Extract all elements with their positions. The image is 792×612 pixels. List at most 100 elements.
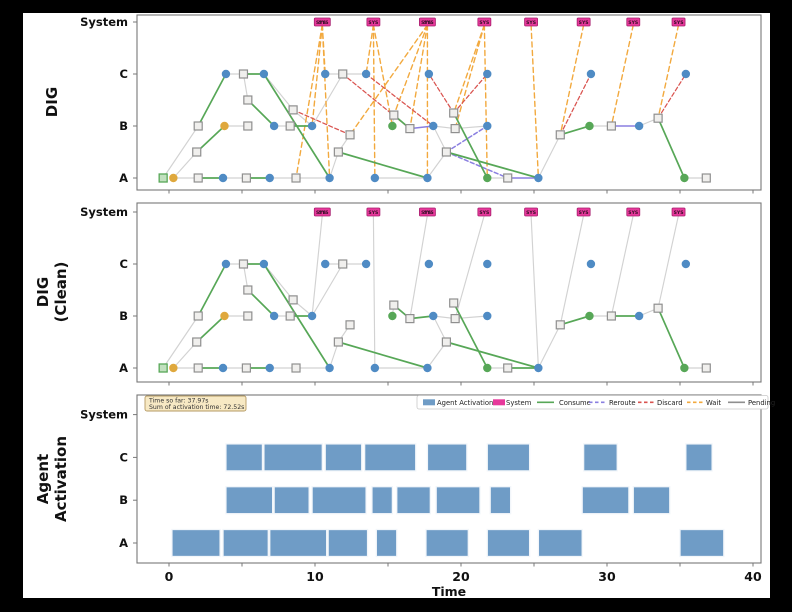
sys-marker-label: SYS: [526, 20, 536, 26]
wait-edge: [409, 24, 429, 130]
consume-edge: [657, 117, 686, 179]
queued-message-node: [450, 123, 460, 134]
message-node: [424, 69, 434, 79]
message-node: [429, 121, 438, 131]
consume-edge: [337, 341, 429, 369]
start-message-node: [158, 173, 168, 183]
queued-message-node: [192, 337, 202, 347]
discard-edge: [428, 73, 455, 114]
legend-label-1: System: [506, 399, 532, 407]
pending-edge: [311, 263, 344, 317]
agent-bar-b: [632, 486, 671, 515]
discard-edge: [292, 109, 351, 136]
queued-message-node: [238, 69, 249, 79]
pending-edge: [409, 214, 428, 320]
queued-message-node: [449, 108, 459, 118]
plot-title: Agent: [34, 454, 52, 504]
message-node: [681, 69, 691, 79]
annotation-background: [144, 395, 247, 412]
agent-bar-a: [375, 528, 398, 558]
agent-bar-b: [489, 486, 512, 515]
queued-message-node: [291, 363, 301, 373]
wait-edge: [453, 24, 486, 114]
agent-activation-plot: A B C System Agent Activation 0 10 20 30 40 Time Tim…: [34, 394, 775, 599]
row-label-c: C: [120, 67, 128, 81]
message-node: [634, 311, 644, 321]
queued-message-node: [338, 259, 348, 269]
reroute-edge: [445, 151, 509, 179]
sys-event-marker: [524, 207, 538, 217]
wait-edge: [454, 24, 486, 130]
consumed-node: [483, 363, 492, 373]
agent-bar-b: [273, 486, 310, 515]
sys-event-marker: [477, 207, 492, 217]
message-node: [218, 173, 228, 183]
sys-event-marker: [671, 207, 686, 217]
sys-marker-label: SYS: [319, 20, 329, 26]
queued-message-node: [389, 300, 399, 310]
consume-edge: [452, 112, 489, 179]
row-label-system: System: [80, 408, 128, 422]
discard-edge: [453, 73, 488, 114]
consume-edge: [559, 125, 591, 136]
consumed-node: [483, 173, 492, 183]
agent-bar-c: [263, 443, 323, 472]
x-tick-label: 20: [452, 569, 470, 584]
x-tick-label: 10: [306, 569, 324, 584]
queued-message-node: [345, 320, 355, 330]
agent-bar-b: [225, 486, 274, 515]
wait-edge: [321, 24, 326, 75]
message-node: [269, 311, 279, 321]
message-node: [586, 259, 596, 269]
plot-box: [136, 14, 762, 191]
sys-event-marker: [366, 207, 381, 217]
message-node: [681, 259, 691, 269]
consume-edge: [452, 302, 489, 369]
discard-edge: [559, 73, 592, 136]
pending-edge: [657, 214, 680, 309]
legend-label-0: Agent Activation: [437, 399, 493, 407]
consume-edge: [559, 315, 591, 326]
pending-edge: [530, 214, 539, 369]
message-node: [483, 311, 492, 321]
queued-message-node: [555, 130, 565, 140]
queued-message-node: [193, 173, 203, 183]
message-node: [307, 121, 317, 131]
pending-edge: [372, 214, 376, 369]
sys-event-marker: [313, 207, 331, 217]
queued-message-node: [653, 303, 663, 313]
queued-message-node: [345, 130, 355, 140]
row-label-b: B: [119, 119, 128, 133]
wait-edge: [295, 24, 323, 179]
sys-marker-label: SYS: [368, 210, 378, 216]
queued-message-node: [285, 121, 295, 131]
queued-message-node: [238, 259, 249, 269]
dig-clean-plot: A B C System DIG (Clean) SYS SYS SYS SYS SYS SYS SYS…: [34, 202, 762, 386]
pending-edge: [162, 125, 199, 179]
sys-event-marker: [419, 17, 436, 27]
queued-message-node: [338, 69, 348, 79]
message-node: [586, 69, 596, 79]
sys-marker-label: SYS: [368, 20, 378, 26]
message-node: [269, 121, 279, 131]
sys-marker-label: SYS: [674, 20, 684, 26]
legend: Agent Activation System Consume Reroute Disc…: [416, 395, 775, 410]
pending-edge: [454, 125, 488, 130]
message-node: [321, 259, 330, 269]
message-node: [307, 311, 317, 321]
dig-nodes: [158, 69, 711, 183]
message-node: [483, 121, 492, 131]
row-label-c: C: [120, 450, 128, 464]
plot-title: (Clean): [52, 262, 70, 323]
sys-event-marker: [576, 17, 591, 27]
origin-node: [169, 173, 178, 183]
dig-clean-nodes: [158, 259, 711, 373]
origin-node: [169, 363, 178, 373]
pending-edge: [537, 324, 561, 369]
wait-edge: [559, 24, 585, 136]
plot-box: [136, 202, 762, 383]
